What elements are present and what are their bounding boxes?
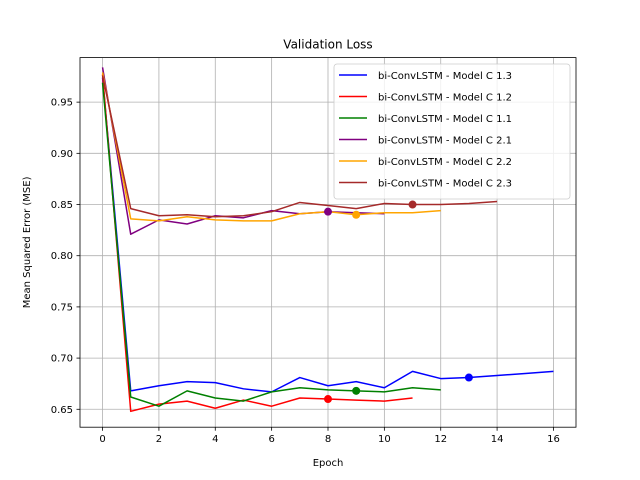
y-axis-title: Mean Squared Error (MSE) [22, 176, 33, 308]
legend: bi-ConvLSTM - Model C 1.3 bi-ConvLSTM - M… [333, 63, 571, 200]
legend-label: bi-ConvLSTM - Model C 1.2 [378, 93, 512, 104]
best-epoch-marker [352, 210, 361, 219]
chart-title: Validation Loss [283, 38, 372, 52]
best-epoch-marker [324, 207, 332, 216]
legend-label: bi-ConvLSTM - Model C 2.1 [378, 136, 512, 147]
x-tick-label: 12 [434, 434, 447, 445]
x-tick-label: 10 [378, 434, 391, 445]
series-line [101, 75, 498, 218]
legend-label: bi-ConvLSTM - Model C 2.2 [378, 157, 512, 168]
x-tick-label: 2 [156, 434, 162, 445]
best-epoch-marker [324, 395, 332, 404]
y-tick-label: 0.65 [51, 405, 73, 416]
series-line [101, 82, 441, 407]
legend-label: bi-ConvLSTM - Model C 2.3 [378, 179, 512, 190]
x-tick-label: 16 [547, 434, 560, 445]
legend-box [333, 63, 571, 200]
series-line [101, 77, 554, 393]
y-tick-label: 0.95 [51, 98, 73, 109]
series-lines [101, 67, 554, 413]
y-tick-label: 0.80 [51, 251, 73, 262]
x-tick-label: 14 [491, 434, 504, 445]
y-tick-label: 0.90 [51, 149, 73, 160]
y-tick-label: 0.85 [51, 200, 73, 211]
best-epoch-markers [324, 200, 473, 404]
legend-label: bi-ConvLSTM - Model C 1.3 [378, 71, 512, 82]
best-epoch-marker [352, 386, 361, 395]
x-tick-label: 8 [325, 434, 331, 445]
x-tick-label: 6 [268, 434, 274, 445]
y-tick-label: 0.75 [51, 302, 73, 313]
legend-label: bi-ConvLSTM - Model C 1.1 [378, 114, 512, 125]
best-epoch-marker [464, 373, 473, 382]
best-epoch-marker [408, 200, 417, 209]
y-axis-ticks: 0.65 0.70 0.75 0.80 0.85 0.90 0.95 [51, 98, 80, 416]
series-line [101, 72, 441, 222]
x-axis-ticks: 0 2 4 6 8 10 12 14 16 [99, 427, 560, 445]
y-tick-label: 0.70 [51, 354, 73, 365]
x-axis-title: Epoch [313, 458, 344, 469]
x-tick-label: 4 [212, 434, 218, 445]
x-tick-label: 0 [99, 434, 105, 445]
